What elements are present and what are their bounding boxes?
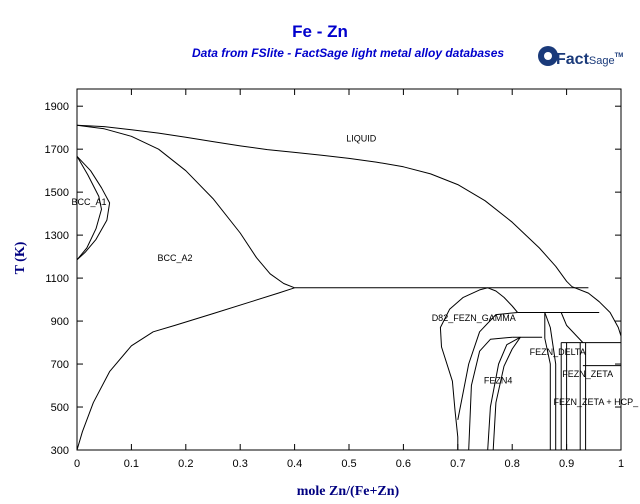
y-tick-label: 900 [51,316,69,328]
boundary-delta-liquid [560,312,584,343]
phase-label: LIQUID [346,134,377,144]
tick-group: 0 0.1 0.2 0.3 0.4 0.5 0.6 0.7 0.8 0.9 130050070090… [45,89,624,470]
phase-label: BCC_A1 [72,197,107,207]
boundary-gamma-right [487,287,518,313]
boundary-delta-left-2 [544,312,557,450]
x-tick-label: 0.3 [233,458,248,470]
boundary-gamma-loop-outer [76,155,111,261]
boundary-group [76,124,622,451]
factsage-logo: FactSageTM [538,46,623,68]
x-tick-label: 1 [618,458,624,470]
phase-label: FEZN_ZETA [562,369,613,379]
y-tick-label: 700 [51,359,69,371]
boundary-delta-left [544,312,551,450]
y-tick-label: 1700 [45,144,69,156]
y-tick-label: 1300 [45,230,69,242]
phase-label: FEZN4 [484,375,513,385]
x-tick-label: 0.6 [396,458,411,470]
y-tick-label: 300 [51,445,69,457]
y-tick-label: 1900 [45,101,69,113]
factsage-logo-sage: Sage [589,55,615,67]
phase-label: D82_FEZN_GAMMA [432,313,516,323]
boundary-liquidus-zn [571,286,622,337]
boundary-fezn4-right [492,336,521,451]
boundary-gamma-left [439,287,488,450]
boundary-bcc-solvus [76,287,295,451]
x-tick-label: 0.7 [450,458,465,470]
phase-label: FEZN_ZETA + HCP_ [554,397,640,407]
x-tick-label: 0.2 [178,458,193,470]
x-tick-label: 0.5 [341,458,356,470]
boundary-gamma-inner-left [457,312,518,420]
boundary-liquidus [76,124,573,288]
x-tick-label: 0.8 [505,458,520,470]
phase-label-group: LIQUID BCC_A1 BCC_A2 D82_FEZN_GAMMA FEZN_DEL… [72,134,640,407]
x-tick-label: 0.1 [124,458,139,470]
boundary-gamma-delta-1 [468,336,513,451]
boundary-gamma-loop-inner [76,156,102,261]
chart-subtitle: Data from FSlite - FactSage light metal … [192,46,504,60]
y-axis-label: T (K) [13,241,28,274]
factsage-logo-text: FactSageTM [556,51,623,68]
phase-label: BCC_A2 [158,253,193,263]
y-tick-label: 1100 [45,273,69,285]
x-tick-label: 0 [74,458,80,470]
x-tick-label: 0.4 [287,458,302,470]
boundary-gamma-delta-2 [487,336,521,451]
y-tick-label: 500 [51,402,69,414]
boundary-bcc-solidus [76,124,295,289]
x-axis-label: mole Zn/(Fe+Zn) [297,484,400,499]
factsage-logo-tm: TM [615,53,624,59]
y-tick-label: 1500 [45,187,69,199]
chart-title: Fe - Zn [292,22,348,41]
factsage-logo-emblem-inner [544,52,552,60]
factsage-logo-fact: Fact [556,51,590,68]
phase-label: FEZN_DELTA [530,347,586,357]
x-tick-label: 0.9 [559,458,574,470]
